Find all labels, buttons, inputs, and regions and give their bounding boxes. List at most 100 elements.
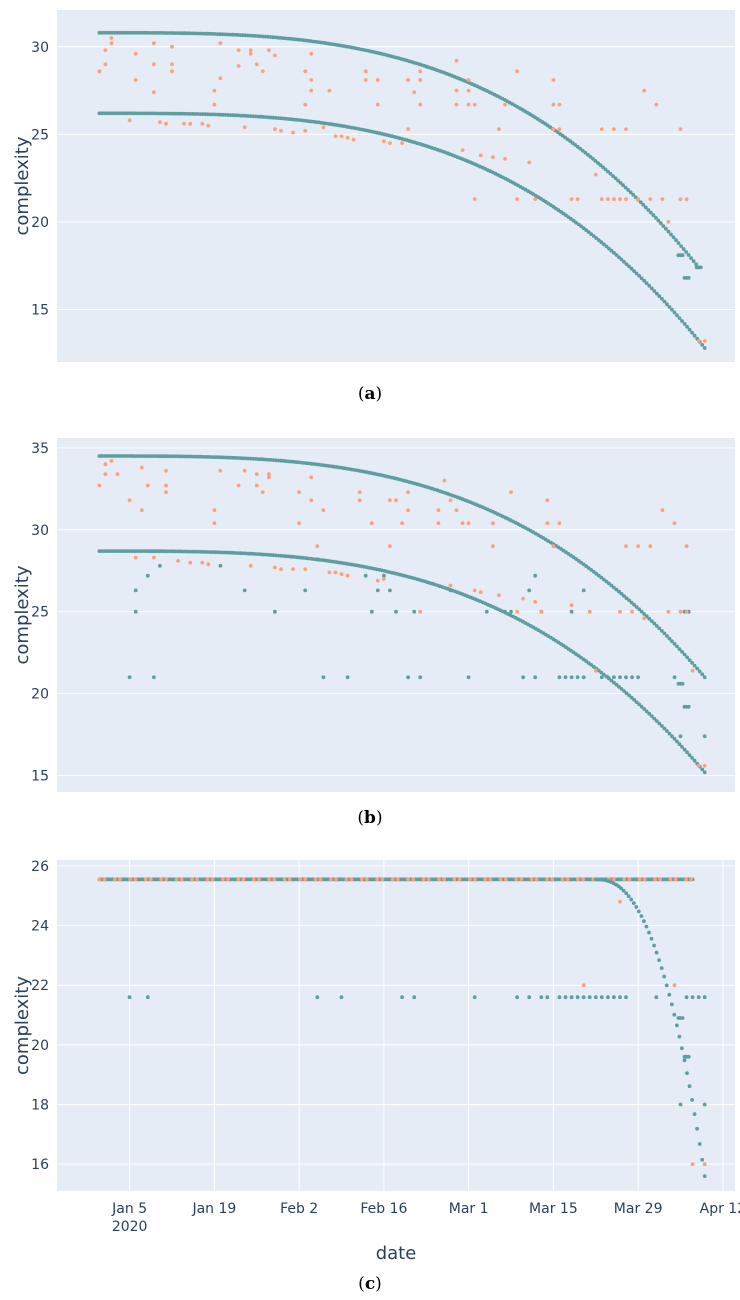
data-point (644, 924, 649, 929)
data-point (137, 111, 142, 116)
data-point (183, 111, 188, 116)
data-point (164, 121, 168, 126)
data-point (646, 208, 651, 212)
data-point (466, 78, 471, 82)
data-point (682, 652, 687, 657)
data-point (580, 148, 585, 153)
data-point (696, 763, 701, 768)
data-point (363, 573, 368, 578)
data-point (442, 478, 447, 483)
data-point (103, 62, 108, 67)
data-point (665, 729, 669, 733)
data-point (692, 333, 697, 338)
data-point (627, 693, 631, 698)
data-point (273, 127, 277, 131)
data-point (257, 877, 261, 882)
data-point (613, 176, 618, 181)
data-point (690, 756, 694, 760)
data-point (514, 877, 519, 882)
data-point (550, 877, 555, 882)
y-tick-label: 15 (31, 769, 49, 785)
data-point (642, 877, 647, 882)
data-point (491, 521, 495, 526)
caption-c-letter: c (364, 1274, 376, 1294)
data-point (418, 69, 423, 74)
data-point (581, 995, 586, 1000)
data-point (127, 995, 132, 1000)
data-point (612, 250, 616, 255)
data-point (139, 465, 144, 470)
data-point (287, 877, 292, 882)
data-point (596, 161, 600, 165)
data-point (607, 246, 611, 251)
data-point (657, 626, 662, 631)
data-point (273, 609, 277, 614)
x-tick-sublabel: 2020 (112, 1219, 148, 1235)
data-point (598, 163, 603, 168)
data-point (654, 950, 659, 955)
data-point (152, 555, 156, 560)
data-point (601, 672, 606, 677)
data-point (221, 877, 225, 882)
data-point (321, 508, 326, 512)
data-point (503, 609, 507, 614)
data-point (395, 877, 400, 882)
data-point (333, 134, 338, 139)
data-point (527, 588, 532, 593)
data-point (660, 296, 664, 301)
data-point (637, 607, 642, 612)
data-point (675, 739, 679, 744)
data-point (702, 1162, 707, 1167)
y-tick-label: 30 (31, 40, 49, 56)
data-point (137, 549, 142, 553)
chart-panel-a: 15 20 25 30 complexity (0, 0, 740, 370)
data-point (690, 330, 694, 335)
data-point (563, 675, 568, 680)
data-point (634, 271, 639, 276)
data-point (448, 588, 453, 593)
data-point (662, 299, 667, 304)
data-point (448, 498, 453, 503)
data-point (687, 327, 692, 332)
data-point (406, 78, 410, 82)
data-point (159, 877, 164, 882)
data-point (637, 702, 642, 707)
data-point (636, 675, 640, 680)
data-point (309, 78, 314, 82)
caption-c: (c) (0, 1274, 740, 1294)
data-point (412, 609, 417, 614)
data-point (618, 181, 623, 185)
data-point (527, 995, 532, 1000)
data-point (668, 877, 673, 882)
data-point (406, 508, 410, 512)
data-point (628, 190, 633, 195)
data-point (649, 286, 654, 291)
chart-a-svg: 15 20 25 30 complexity (12, 10, 735, 362)
data-point (642, 616, 647, 621)
data-point (665, 302, 669, 307)
data-point (454, 508, 459, 512)
data-point (642, 88, 647, 93)
data-point (557, 675, 562, 680)
data-point (672, 983, 677, 988)
data-point (339, 995, 344, 1000)
data-point (210, 877, 215, 882)
data-point (394, 498, 398, 503)
data-point (629, 897, 634, 902)
data-point (557, 102, 562, 107)
data-point (472, 102, 477, 107)
data-point (593, 995, 598, 1000)
y-tick-label: 25 (31, 605, 49, 621)
data-point (677, 1034, 682, 1039)
data-point (636, 197, 640, 202)
data-point (103, 462, 108, 467)
data-point (188, 121, 193, 126)
y-tick-label: 20 (31, 687, 49, 703)
data-point (622, 689, 626, 693)
data-point (684, 197, 689, 202)
data-point (297, 490, 301, 494)
data-point (388, 588, 392, 593)
data-point (133, 877, 138, 882)
data-point (164, 483, 168, 488)
data-point (609, 583, 614, 588)
